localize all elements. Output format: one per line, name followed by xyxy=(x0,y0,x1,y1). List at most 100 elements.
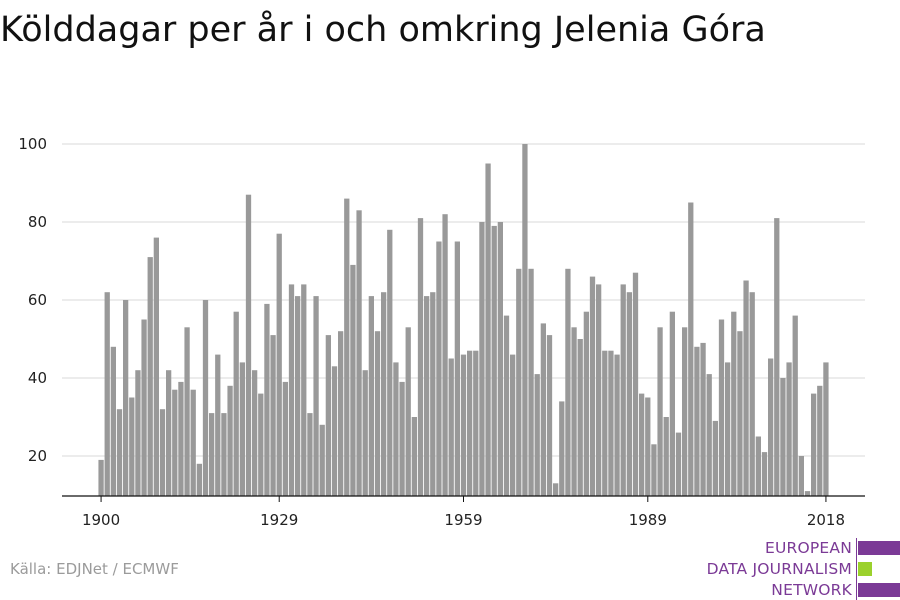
bar-2012 xyxy=(786,362,792,496)
bar-1989 xyxy=(645,397,651,496)
bar-1947 xyxy=(387,229,393,497)
bar-2001 xyxy=(718,319,725,496)
bar-1900 xyxy=(98,459,104,496)
bar-1957 xyxy=(448,358,454,496)
bar-1934 xyxy=(307,413,313,496)
x-tick-label: 2018 xyxy=(807,511,845,529)
bar-1965 xyxy=(497,222,503,496)
bar-1943 xyxy=(362,370,368,496)
y-tick-label: 60 xyxy=(28,291,47,309)
bar-2010 xyxy=(774,218,780,496)
bar-1956 xyxy=(442,214,448,496)
bar-1973 xyxy=(546,335,553,496)
bar-1913 xyxy=(178,381,184,496)
bar-1946 xyxy=(381,292,387,496)
bar-1978 xyxy=(577,339,583,496)
bar-1924 xyxy=(245,194,252,496)
x-tick-label: 1959 xyxy=(444,511,482,529)
bar-1936 xyxy=(319,424,325,496)
logo-line-1: EUROPEAN xyxy=(764,539,852,557)
bar-1981 xyxy=(596,284,602,496)
bar-1940 xyxy=(344,198,350,496)
bar-2004 xyxy=(737,331,743,496)
bar-1919 xyxy=(215,354,221,496)
bar-1942 xyxy=(356,210,362,497)
bar-1938 xyxy=(331,366,338,496)
bar-1951 xyxy=(411,417,417,496)
bar-1977 xyxy=(571,327,577,496)
bar-1954 xyxy=(430,292,436,496)
bar-1980 xyxy=(589,276,596,496)
bar-1910 xyxy=(159,409,166,496)
bar-1972 xyxy=(540,323,546,496)
bar-1937 xyxy=(325,335,331,496)
bar-2016 xyxy=(811,393,817,496)
bar-1963 xyxy=(485,163,491,496)
bar-1948 xyxy=(393,362,399,496)
bar-1902 xyxy=(110,346,116,496)
bar-1908 xyxy=(147,257,153,496)
bar-1929 xyxy=(276,233,282,496)
bar-1912 xyxy=(172,389,178,496)
bar-1997 xyxy=(694,346,700,496)
bar-1906 xyxy=(135,370,141,496)
bar-1969 xyxy=(522,144,528,496)
y-axis-ticks: 20 40 60 80 100 xyxy=(18,135,47,465)
logo-purple-bar-top xyxy=(858,541,900,555)
bar-1993 xyxy=(669,311,675,496)
bar-1923 xyxy=(239,362,245,496)
bar-1960 xyxy=(467,350,473,496)
bar-1975 xyxy=(559,401,565,496)
bar-2006 xyxy=(749,292,755,496)
bar-1914 xyxy=(184,327,190,496)
bar-1911 xyxy=(166,370,172,496)
x-axis-ticks: 1900 1929 1959 1989 2018 xyxy=(82,496,845,529)
chart-title: Kölddagar per år i och omkring Jelenia G… xyxy=(0,10,766,50)
bar-1927 xyxy=(264,303,270,496)
bar-2002 xyxy=(725,362,731,496)
bar-1917 xyxy=(202,300,209,496)
bar-1931 xyxy=(288,284,295,496)
bar-1950 xyxy=(405,327,411,496)
bar-2009 xyxy=(768,358,774,496)
bar-1985 xyxy=(620,284,626,496)
bar-1944 xyxy=(368,296,374,496)
bar-1962 xyxy=(479,222,485,496)
bar-1903 xyxy=(116,409,123,496)
bar-1964 xyxy=(491,225,497,496)
logo-line-2: DATA JOURNALISM xyxy=(706,560,852,578)
bar-1928 xyxy=(270,335,276,496)
bar-2008 xyxy=(761,452,768,496)
bar-1998 xyxy=(700,342,706,496)
bar-1926 xyxy=(258,393,264,496)
bar-1999 xyxy=(706,374,712,496)
y-tick-label: 20 xyxy=(28,447,47,465)
bar-1966 xyxy=(503,315,510,496)
logo-green-bar xyxy=(858,562,872,576)
y-tick-label: 40 xyxy=(28,369,47,387)
bar-1945 xyxy=(374,331,381,496)
source-note: Källa: EDJNet / ECMWF xyxy=(10,560,179,578)
logo-line-3: NETWORK xyxy=(771,581,852,599)
bar-1984 xyxy=(614,354,620,496)
bar-1952 xyxy=(417,218,424,496)
bar-1918 xyxy=(209,413,215,496)
x-tick-label: 1929 xyxy=(260,511,298,529)
bar-1982 xyxy=(602,350,608,496)
bar-2013 xyxy=(792,315,798,496)
bar-chart: 1900 1929 1959 1989 2018 20 40 60 80 100 xyxy=(18,135,865,529)
bar-1979 xyxy=(583,311,589,496)
bar-1991 xyxy=(657,327,663,496)
bar-1932 xyxy=(295,296,301,496)
bar-1968 xyxy=(516,268,522,496)
edjnet-logo: EUROPEAN DATA JOURNALISM NETWORK xyxy=(700,538,900,600)
bar-2015 xyxy=(804,491,811,496)
bar-1967 xyxy=(510,354,516,496)
bar-1921 xyxy=(227,385,233,496)
bar-1959 xyxy=(460,354,467,496)
bar-1988 xyxy=(639,393,645,496)
bar-1994 xyxy=(675,432,682,496)
bar-1907 xyxy=(141,319,147,496)
logo-divider xyxy=(856,538,857,600)
bar-1949 xyxy=(399,381,405,496)
